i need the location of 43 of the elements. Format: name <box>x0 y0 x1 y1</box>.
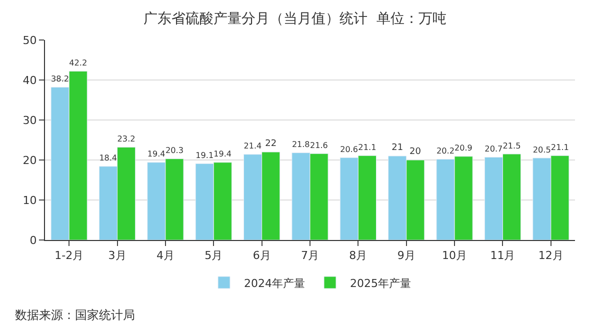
data-label: 22 <box>265 139 277 149</box>
data-label: 21.6 <box>310 140 328 150</box>
data-label: 38.2 <box>51 73 70 84</box>
data-label: 21.5 <box>502 140 521 150</box>
y-tick-label: 10 <box>22 194 37 207</box>
data-label: 21 <box>392 143 404 153</box>
legend-label: 2025年产量 <box>350 276 411 290</box>
y-tick-label: 0 <box>30 234 37 247</box>
data-label: 18.4 <box>99 154 118 163</box>
x-tick-label: 9月 <box>397 249 416 262</box>
data-label: 20 <box>410 147 422 157</box>
data-label: 21.1 <box>550 142 569 152</box>
source-note: 数据来源：国家统计局 <box>15 308 135 322</box>
x-tick-label: 5月 <box>204 249 223 262</box>
data-label: 20.5 <box>532 144 551 154</box>
y-tick-label: 40 <box>22 74 37 87</box>
data-label: 21.4 <box>244 142 262 151</box>
x-tick-label: 12月 <box>538 249 564 262</box>
data-label: 19.4 <box>147 150 166 159</box>
data-label: 19.1 <box>196 150 214 160</box>
x-tick-label: 6月 <box>252 249 271 262</box>
data-label: 19.4 <box>214 150 232 159</box>
data-label: 20.7 <box>484 143 503 154</box>
x-tick-label: 1-2月 <box>54 249 84 262</box>
x-tick-label: 7月 <box>301 249 319 262</box>
data-label: 21.8 <box>292 140 310 150</box>
data-label: 20.3 <box>165 145 184 156</box>
data-label: 20.2 <box>436 145 455 156</box>
data-label: 21.1 <box>358 142 376 152</box>
data-label: 20.9 <box>454 144 472 153</box>
chart-title: 广东省硫酸产量分月（当月值）统计 单位：万吨 <box>144 11 446 27</box>
x-tick-label: 11月 <box>490 249 516 262</box>
y-tick-label: 20 <box>22 154 37 167</box>
data-label: 23.2 <box>117 133 136 144</box>
x-tick-label: 8月 <box>349 249 368 262</box>
x-tick-label: 10月 <box>442 249 468 262</box>
x-tick-label: 4月 <box>156 249 174 262</box>
data-label: 20.6 <box>340 144 358 154</box>
data-label: 42.2 <box>69 57 88 68</box>
y-tick-label: 30 <box>22 114 37 127</box>
legend-label: 2024年产量 <box>244 276 305 290</box>
y-tick-label: 50 <box>22 34 37 47</box>
x-tick-label: 3月 <box>108 249 126 262</box>
